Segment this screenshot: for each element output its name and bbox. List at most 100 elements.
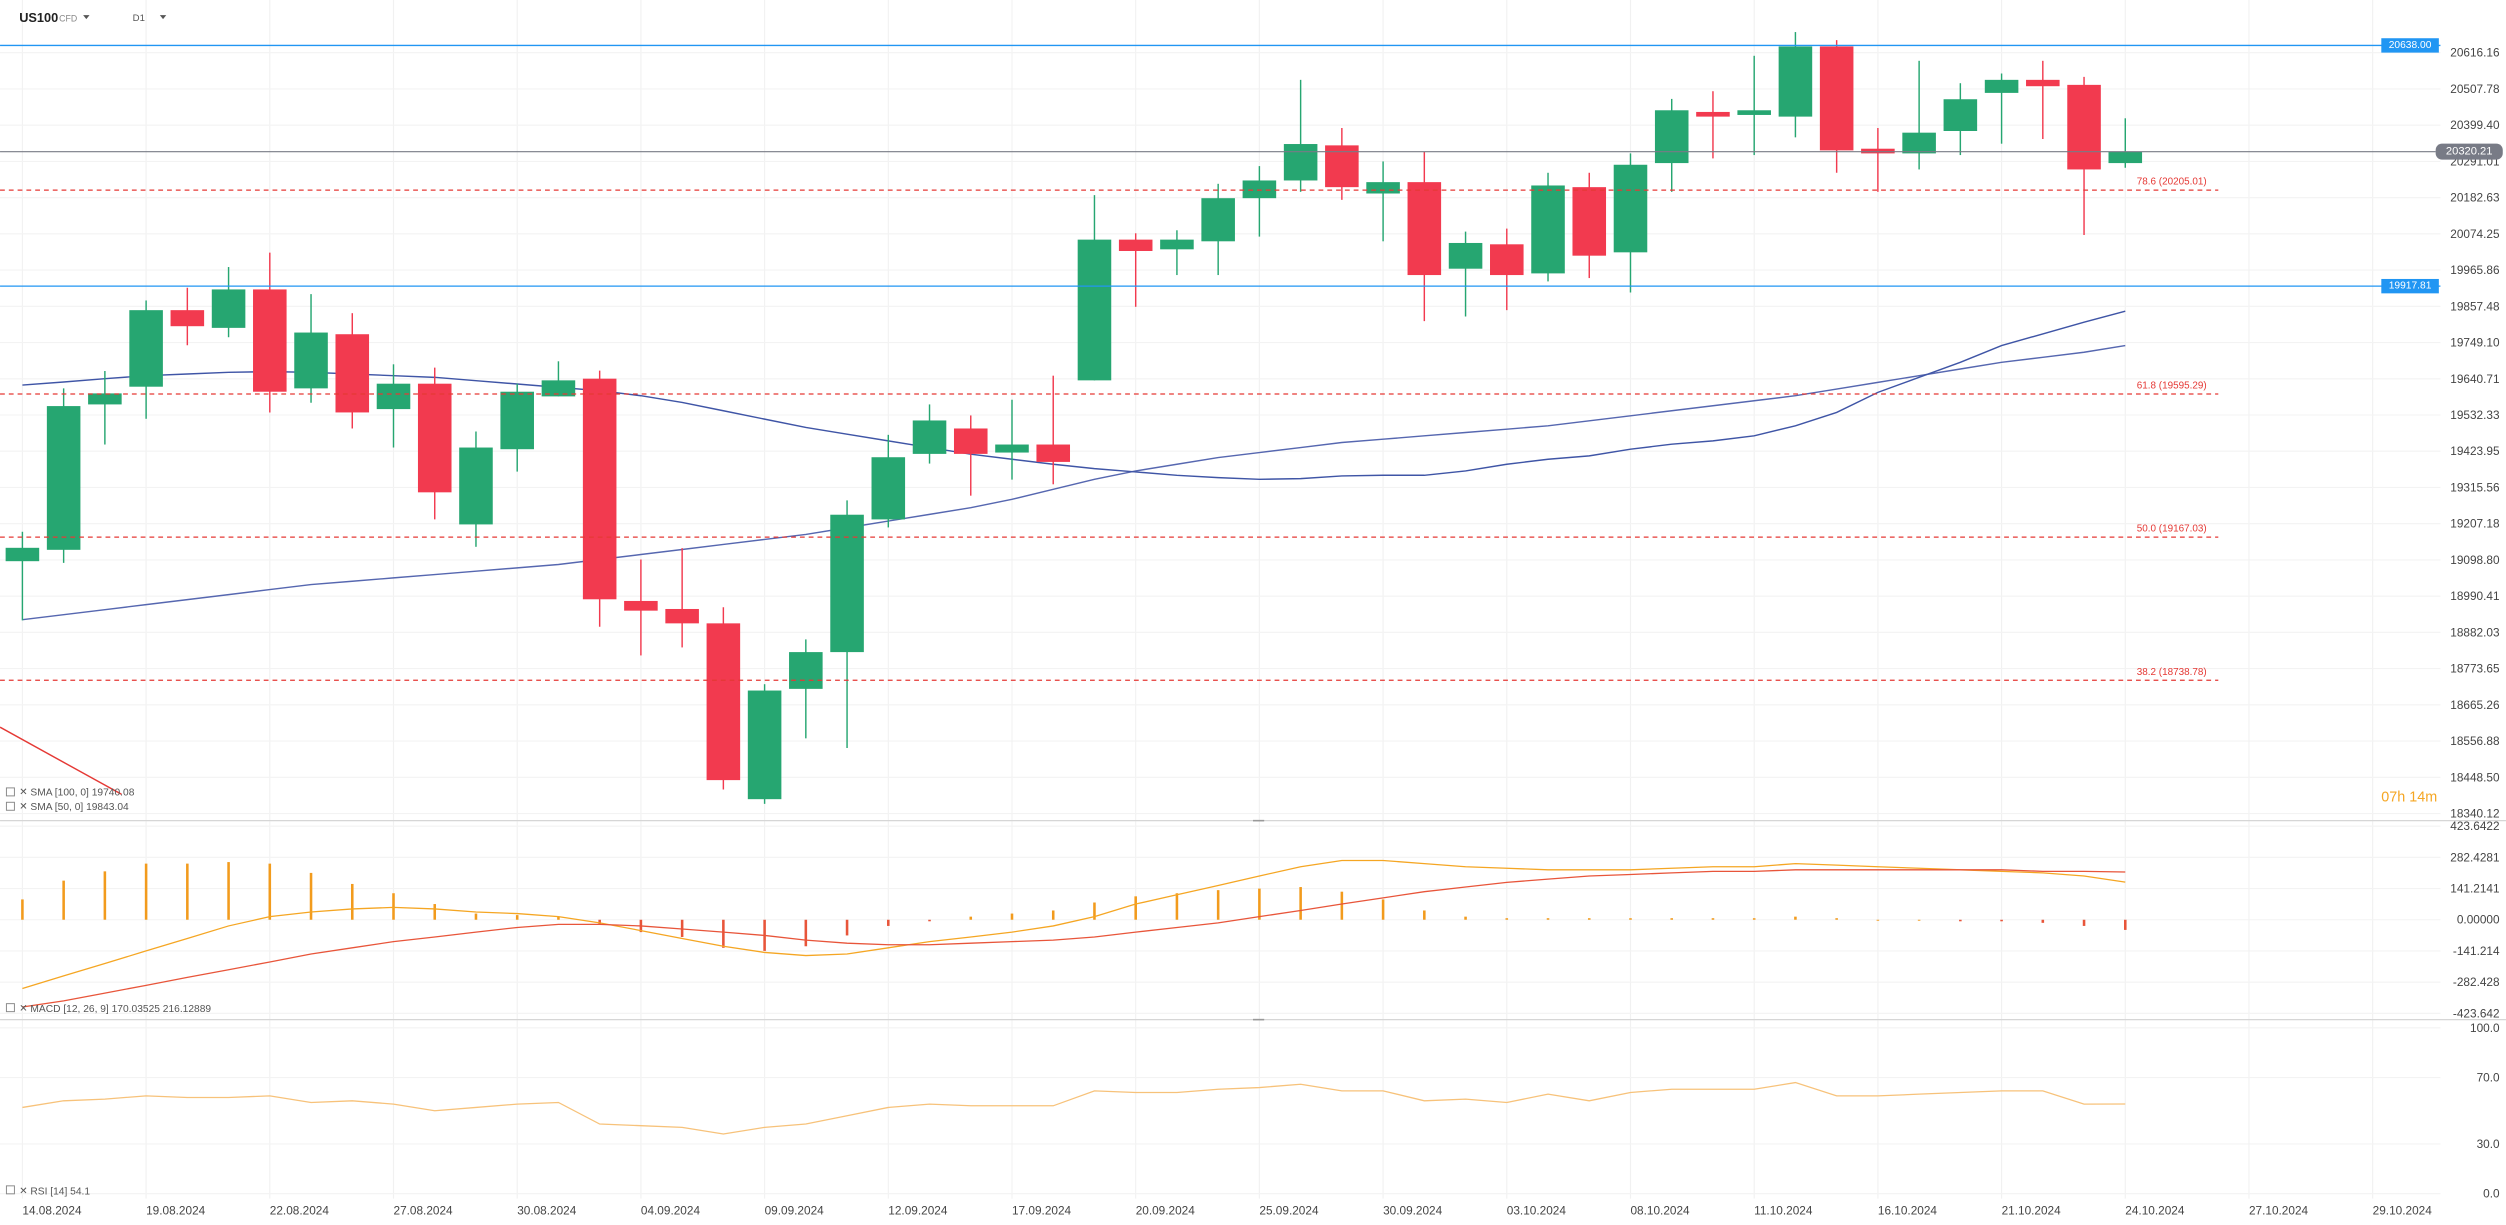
macd-histogram-bar: [887, 919, 890, 926]
macd-histogram-bar: [515, 915, 519, 920]
macd-histogram-bar: [1711, 918, 1715, 920]
x-tick-label: 27.10.2024: [2249, 1204, 2309, 1218]
candle-body: [5, 547, 40, 562]
price-tag: [2381, 38, 2439, 53]
candle-body: [376, 383, 411, 410]
y-tick-label: 141.2141: [2450, 882, 2499, 896]
macd-histogram-bar: [969, 916, 973, 920]
legend-close[interactable]: ✕: [19, 802, 28, 813]
legend-close[interactable]: ✕: [19, 1004, 28, 1015]
legend-value: 19740.08: [92, 787, 135, 798]
candle-body: [1572, 187, 1607, 256]
candle-body: [1036, 444, 1071, 462]
legend-icon[interactable]: [5, 1185, 15, 1195]
y-tick-label: 18340.12: [2450, 807, 2499, 821]
candle-body: [129, 310, 163, 387]
y-tick-label: 282.4281: [2450, 850, 2499, 864]
candle-body: [1160, 239, 1194, 250]
y-tick-label: 19749.10: [2450, 336, 2500, 350]
legend-name: RSI [14]: [30, 1186, 67, 1197]
legend-value: 19843.04: [86, 802, 129, 813]
y-tick-label: 19640.71: [2450, 372, 2499, 386]
candle-body: [1778, 46, 1813, 117]
y-tick-label: 423.6422: [2450, 819, 2499, 833]
trend-line[interactable]: [0, 726, 122, 795]
macd-histogram-bar: [103, 871, 107, 920]
timeframe[interactable]: D1: [133, 13, 145, 24]
last-price-label: 20320.21: [2446, 146, 2493, 158]
x-tick-label: 04.09.2024: [641, 1204, 701, 1218]
macd-legend[interactable]: ✕ MACD [12, 26, 9] 170.03525 216.12889: [5, 1003, 211, 1015]
candle-body: [1696, 111, 1730, 117]
macd-histogram-bar: [1340, 891, 1344, 920]
rsi-legend[interactable]: ✕ RSI [14] 54.1: [5, 1185, 90, 1197]
macd-line: [22, 859, 2126, 990]
candle-body: [706, 623, 741, 781]
legend-icon[interactable]: [5, 787, 15, 797]
candle-body: [1201, 198, 1235, 242]
macd-histogram-bar: [1216, 890, 1220, 920]
y-tick-label: 18990.41: [2450, 589, 2499, 603]
legend-close[interactable]: ✕: [19, 1186, 28, 1197]
y-tick-label: 20074.25: [2450, 227, 2500, 241]
macd-histogram-bar: [1051, 910, 1055, 920]
candle-body: [1943, 99, 1978, 131]
candle-body: [1737, 110, 1771, 115]
y-tick-label: 18882.03: [2450, 625, 2500, 639]
y-tick-label: -141.214: [2453, 944, 2500, 958]
symbol[interactable]: US100: [19, 10, 58, 25]
macd-histogram-bar: [1629, 918, 1632, 920]
macd-histogram-bar: [62, 880, 65, 920]
sma-legend[interactable]: ✕ SMA [100, 0] 19740.08 ✕ SMA [50, 0] 19…: [5, 787, 135, 813]
macd-histogram-bar: [2000, 919, 2003, 922]
y-tick-label: -423.642: [2453, 1006, 2500, 1020]
legend-icon[interactable]: [5, 1003, 15, 1013]
candle-body: [912, 420, 947, 454]
symbol-dropdown[interactable]: [83, 15, 90, 20]
macd-line: [22, 869, 2126, 1008]
candle-body: [88, 393, 122, 405]
candle-body: [953, 428, 988, 454]
legend-entry: SMA [100, 0] 19740.08: [30, 787, 134, 798]
legend-close[interactable]: ✕: [19, 787, 28, 798]
candle-body: [1984, 79, 2019, 93]
fib-level-label: 50.0 (19167.03): [2137, 524, 2207, 535]
candle-body: [1283, 144, 1318, 181]
candle-body: [1861, 148, 1895, 154]
y-tick-label: 19098.80: [2450, 553, 2500, 567]
candle-countdown: 07h 14m: [2381, 789, 2437, 805]
macd-histogram-bar: [392, 893, 395, 920]
macd-histogram-bar: [1381, 899, 1385, 920]
legend-icon[interactable]: [5, 801, 15, 811]
y-tick-label: 30.0: [2477, 1137, 2500, 1151]
timeframe-dropdown[interactable]: [159, 15, 167, 20]
overlay: 14.08.2024 19.08.2024 22.08.2024 27.08.2024…: [0, 38, 2503, 1218]
legend-value: 170.03525: [112, 1004, 161, 1015]
macd-histogram-bar: [557, 916, 560, 920]
candle-body: [1242, 180, 1277, 199]
price-tag-label: 20638.00: [2389, 40, 2432, 51]
x-tick-label: 21.10.2024: [2002, 1204, 2062, 1218]
candle-body: [1325, 145, 1359, 188]
y-tick-label: 0.0: [2483, 1187, 2500, 1201]
macd-histogram-bar: [186, 863, 189, 920]
candle-body: [871, 457, 906, 520]
legend-entry: SMA [50, 0] 19843.04: [30, 802, 129, 813]
y-tick-label: 19207.18: [2450, 517, 2500, 531]
macd-histogram-bar: [1752, 918, 1756, 920]
candle-body: [830, 514, 864, 653]
candle-body: [417, 383, 452, 493]
x-tick-label: 19.08.2024: [146, 1204, 206, 1218]
candle-body: [1366, 182, 1400, 194]
x-tick-label: 16.10.2024: [1878, 1204, 1938, 1218]
macd-histogram-bar: [804, 919, 808, 947]
price-tag-label: 19917.81: [2389, 281, 2432, 292]
x-tick-label: 12.09.2024: [888, 1204, 948, 1218]
y-tick-label: 19423.95: [2450, 444, 2500, 458]
macd-histogram-bar: [1587, 918, 1591, 920]
candle-body: [211, 289, 246, 328]
candle-body: [789, 652, 823, 689]
y-tick-label: -282.428: [2453, 975, 2500, 989]
x-tick-label: 20.09.2024: [1136, 1204, 1196, 1218]
